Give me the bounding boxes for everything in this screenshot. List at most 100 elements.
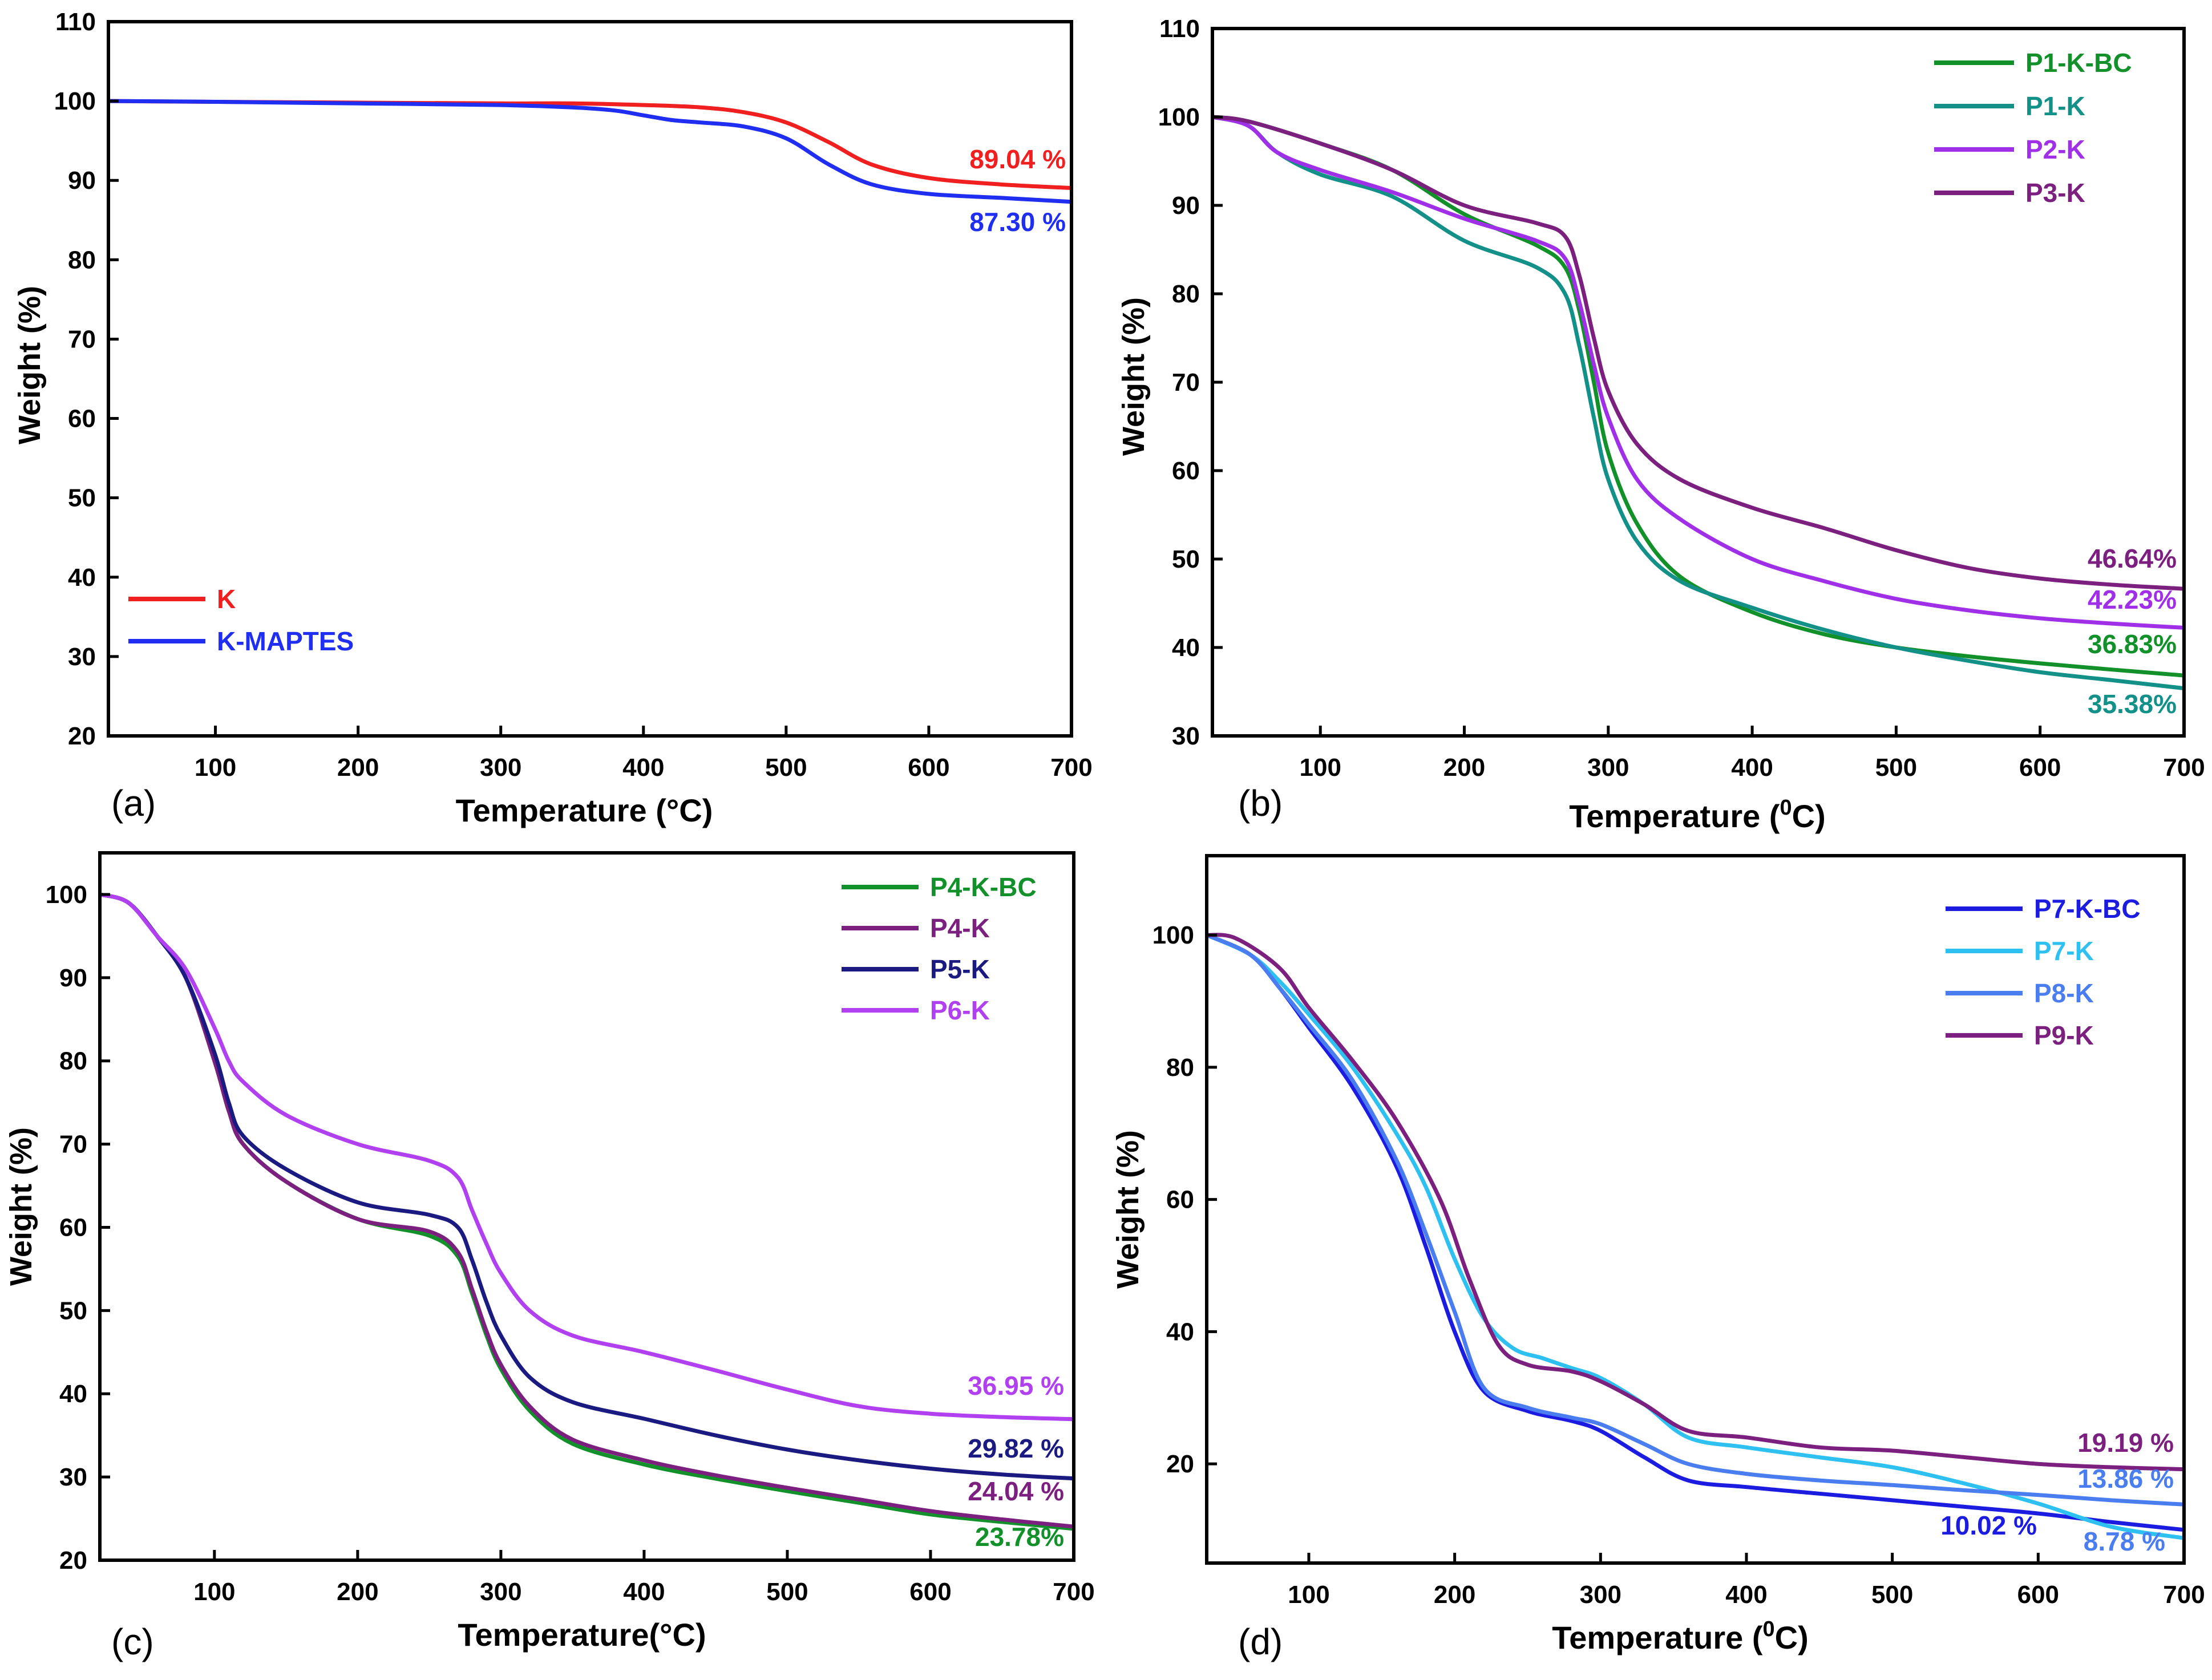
chart-panel-a: 100 200 300 400 500 600 700 20 30 40 50 60 70 80 90 100… — [13, 8, 1093, 828]
y-tick-label: 20 — [59, 1547, 87, 1574]
legend-entry: K-MAPTES — [217, 626, 354, 656]
end-value-label: 42.23% — [2088, 585, 2177, 614]
y-tick-label: 90 — [68, 167, 96, 195]
legend-entry: P4-K — [930, 913, 990, 943]
y-tick-label: 80 — [68, 246, 96, 274]
x-tick-label: 300 — [1587, 754, 1629, 782]
x-tick-label: 400 — [1725, 1581, 1767, 1609]
y-tick-label: 40 — [1166, 1318, 1194, 1346]
y-tick-label: 20 — [1166, 1450, 1194, 1478]
x-axis-label-main: Temperature ( — [1569, 798, 1780, 834]
x-tick-label: 300 — [480, 1578, 521, 1606]
chart-panel-b: 100 200 300 400 500 600 700 30 40 50 60 70 80 90 100 11… — [1117, 15, 2205, 834]
y-tick-label: 40 — [1172, 634, 1200, 662]
y-tick-label: 30 — [1172, 722, 1200, 750]
end-value-label: 36.83% — [2088, 629, 2177, 659]
x-tick-label: 700 — [1050, 754, 1092, 782]
x-tick-label: 200 — [337, 1578, 378, 1606]
series-line-p5-k — [100, 892, 1074, 1481]
legend-entry: P2-K — [2025, 135, 2085, 164]
legend-entry: K — [217, 584, 236, 614]
y-axis-label: Weight (%) — [13, 286, 47, 444]
x-tick-label: 200 — [1443, 754, 1485, 782]
x-tick-label: 500 — [765, 754, 807, 782]
y-axis-label: Weight (%) — [4, 1127, 38, 1286]
y-tick-label: 30 — [68, 643, 96, 671]
legend-entry: P1-K-BC — [2025, 48, 2132, 78]
y-tick-label: 30 — [59, 1463, 87, 1491]
y-tick-label: 100 — [46, 881, 87, 909]
chart-panel-c: 100 200 300 400 500 600 700 20 30 40 50 60 70 80 90 100… — [4, 851, 1095, 1662]
legend-entry: P7-K — [2034, 936, 2094, 966]
series-line-p8-k — [1207, 933, 2184, 1507]
plot-frame — [98, 851, 1075, 1562]
series-line-p3-k — [1212, 115, 2184, 591]
y-tick-label: 60 — [1166, 1186, 1194, 1214]
series-line-p7-k-bc — [1207, 933, 2184, 1532]
y-tick-label: 80 — [59, 1047, 87, 1075]
plot-frame — [107, 20, 1073, 738]
x-tick-label: 200 — [1434, 1581, 1475, 1609]
x-axis-label-superscript: 0 — [1780, 796, 1792, 820]
y-tick-label: 100 — [1158, 103, 1200, 131]
end-value-label: 13.86 % — [2077, 1464, 2174, 1493]
x-axis-label: Temperature (0C) — [1569, 796, 1826, 834]
x-tick-label: 400 — [623, 1578, 665, 1606]
legend-entry: P6-K — [930, 995, 990, 1025]
legend-entry: P7-K-BC — [2034, 894, 2141, 924]
x-tick-label: 500 — [766, 1578, 808, 1606]
y-tick-label: 90 — [59, 964, 87, 992]
panel-label: (b) — [1238, 783, 1283, 824]
y-tick-label: 50 — [1172, 545, 1200, 573]
y-tick-label: 50 — [68, 484, 96, 512]
x-tick-label: 600 — [909, 1578, 951, 1606]
x-tick-label: 600 — [908, 754, 949, 782]
x-tick-label: 700 — [2163, 754, 2205, 782]
end-value-label: 35.38% — [2088, 689, 2177, 719]
legend-entry: P4-K-BC — [930, 872, 1037, 902]
series-line-p2-k — [1212, 115, 2184, 630]
legend-entry: P8-K — [2034, 978, 2094, 1008]
y-tick-label: 60 — [68, 405, 96, 433]
panel-label: (c) — [111, 1621, 154, 1662]
series-line-p7-k — [1207, 933, 2184, 1540]
x-tick-label: 400 — [1731, 754, 1773, 782]
legend-entry: P5-K — [930, 954, 990, 984]
y-tick-label: 80 — [1166, 1054, 1194, 1082]
end-value-label: 19.19 % — [2077, 1428, 2174, 1458]
y-tick-label: 70 — [59, 1131, 87, 1159]
x-axis-label: Temperature(°C) — [458, 1617, 706, 1653]
chart-panel-d: 100 200 300 400 500 600 700 20 40 60 80 100 Weight (… — [1111, 854, 2205, 1662]
series-line-k-maptes — [108, 99, 1071, 204]
end-value-label: 89.04 % — [969, 144, 1066, 174]
y-tick-label: 100 — [54, 87, 96, 115]
end-value-label: 36.95 % — [968, 1371, 1064, 1400]
y-tick-label: 60 — [59, 1213, 87, 1241]
x-tick-label: 100 — [1288, 1581, 1329, 1609]
x-tick-label: 100 — [193, 1578, 235, 1606]
series-line-p9-k — [1207, 933, 2184, 1472]
y-axis-label: Weight (%) — [1111, 1130, 1145, 1289]
panel-label: (a) — [111, 783, 156, 824]
series-line-p6-k — [100, 892, 1074, 1422]
y-tick-label: 40 — [68, 564, 96, 592]
end-value-label: 10.02 % — [1940, 1511, 2037, 1540]
x-tick-label: 100 — [195, 754, 236, 782]
y-tick-label: 20 — [68, 722, 96, 750]
y-tick-label: 110 — [1159, 15, 1200, 43]
series-line-p4-k — [100, 892, 1074, 1529]
series-line-p1-k — [1212, 115, 2184, 691]
panel-label: (d) — [1238, 1621, 1283, 1662]
x-axis-label-main: Temperature(°C) — [458, 1617, 706, 1653]
end-value-label: 87.30 % — [969, 207, 1066, 237]
legend-entry: P1-K — [2025, 91, 2085, 121]
x-axis-label-main: Temperature (°C) — [456, 792, 713, 828]
plot-frame — [1205, 854, 2186, 1565]
x-axis-label-suffix: C) — [1775, 1620, 1809, 1655]
legend-entry: P9-K — [2034, 1021, 2094, 1050]
y-tick-label: 70 — [1172, 369, 1200, 396]
x-axis-label-main: Temperature ( — [1552, 1620, 1763, 1655]
y-tick-label: 70 — [68, 325, 96, 353]
y-tick-label: 40 — [59, 1380, 87, 1408]
x-tick-label: 500 — [1875, 754, 1917, 782]
